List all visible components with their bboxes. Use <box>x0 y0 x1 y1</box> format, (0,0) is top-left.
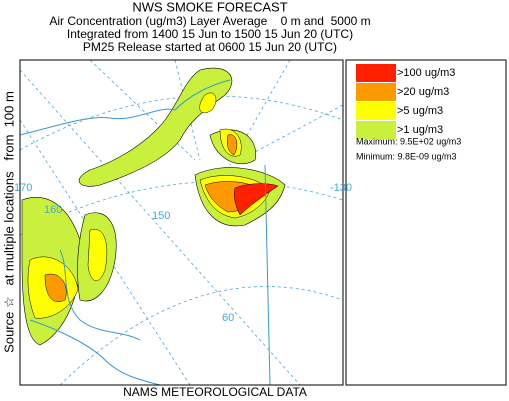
coastline <box>29 319 161 385</box>
plume <box>233 183 279 216</box>
plume <box>78 67 233 187</box>
legend: >100 ug/m3 >20 ug/m3 >5 ug/m3 >1 ug/m3 <box>356 64 455 139</box>
coastline <box>59 249 141 341</box>
map-label: 60 <box>222 312 234 324</box>
subtitle: Integrated from 1400 15 Jun to 1500 15 J… <box>67 27 353 41</box>
legend-minimum: Minimum: 9.8E-09 ug/m3 <box>356 151 457 161</box>
graticule <box>239 104 343 161</box>
plume <box>199 92 217 114</box>
legend-swatch <box>356 83 396 101</box>
graticule <box>20 181 343 236</box>
subtitle: Air Concentration (ug/m3) Layer Average … <box>49 14 370 28</box>
legend-label: >100 ug/m3 <box>397 67 455 79</box>
map-frame <box>19 59 344 386</box>
map-label: 160 <box>44 204 62 216</box>
legend-label: >20 ug/m3 <box>397 86 449 98</box>
map-label: 170 <box>14 182 32 194</box>
legend-swatch <box>356 102 396 120</box>
legend-swatch <box>356 64 396 82</box>
map-content <box>20 60 343 385</box>
plume <box>44 273 67 302</box>
legend-label: >5 ug/m3 <box>397 105 443 117</box>
legend-label: >1 ug/m3 <box>397 124 443 136</box>
legend-frame <box>345 59 507 386</box>
plume <box>227 134 238 156</box>
footer: NAMS METEOROLOGICAL DATA <box>123 385 307 399</box>
coastline <box>264 164 271 385</box>
title: NWS SMOKE FORECAST <box>132 0 287 14</box>
plume <box>87 229 108 281</box>
map-label: 150 <box>152 210 170 222</box>
coastline <box>20 79 231 136</box>
graticule <box>229 60 291 166</box>
legend-maximum: Maximum: 9.5E+02 ug/m3 <box>356 136 461 146</box>
map <box>19 59 344 386</box>
legend-swatch <box>356 121 396 139</box>
side-label: Source ☆ at multiple locations from 100 … <box>1 91 16 353</box>
subtitle: PM25 Release started at 0600 15 Jun 20 (… <box>83 40 337 54</box>
map-label: -130 <box>330 182 352 194</box>
graticule <box>174 60 201 161</box>
graticule <box>20 69 301 385</box>
